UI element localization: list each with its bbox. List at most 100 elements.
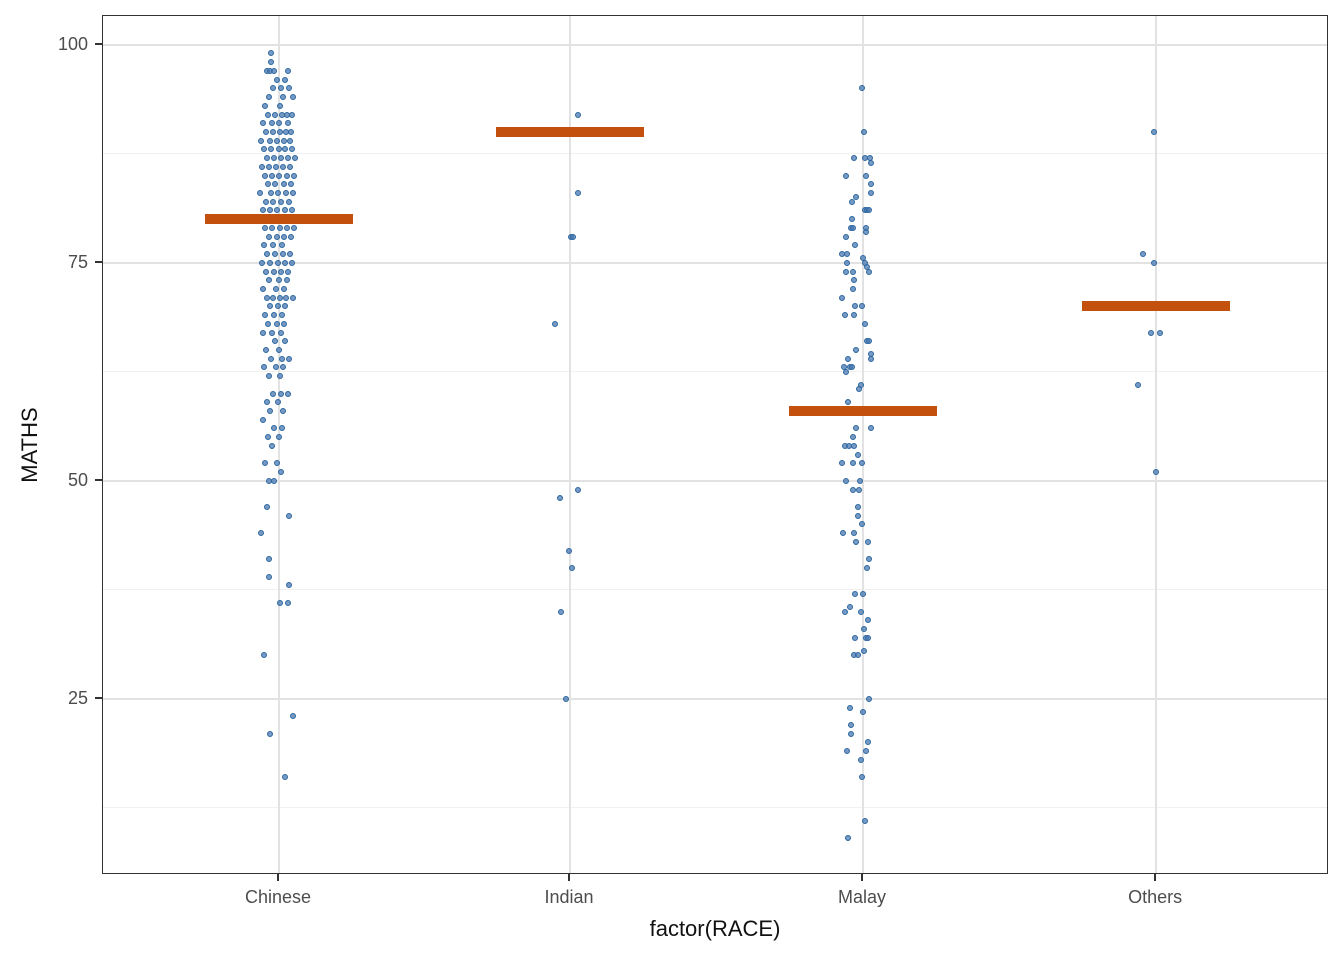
data-point bbox=[287, 137, 294, 144]
data-point bbox=[278, 469, 285, 476]
x-axis-title: factor(RACE) bbox=[649, 916, 781, 941]
data-point bbox=[281, 320, 288, 327]
data-point bbox=[260, 416, 267, 423]
data-point bbox=[849, 268, 856, 275]
data-point bbox=[268, 355, 275, 362]
data-point bbox=[285, 67, 292, 74]
data-point bbox=[842, 368, 849, 375]
data-point bbox=[839, 530, 846, 537]
data-point bbox=[865, 207, 872, 214]
x-grid-major bbox=[278, 16, 280, 873]
data-point bbox=[851, 634, 858, 641]
data-point bbox=[280, 364, 287, 371]
data-point bbox=[850, 530, 857, 537]
data-point bbox=[843, 748, 850, 755]
data-point bbox=[841, 312, 848, 319]
data-point bbox=[269, 120, 276, 127]
y-grid-minor bbox=[103, 153, 1327, 155]
data-point bbox=[858, 460, 865, 467]
data-point bbox=[266, 556, 273, 563]
y-grid-minor bbox=[103, 807, 1327, 809]
data-point bbox=[260, 329, 267, 336]
data-point bbox=[282, 207, 289, 214]
data-point bbox=[266, 373, 273, 380]
data-point bbox=[276, 146, 283, 153]
data-point bbox=[258, 530, 265, 537]
data-point bbox=[266, 233, 273, 240]
data-point bbox=[844, 835, 851, 842]
data-point bbox=[287, 163, 294, 170]
median-bar bbox=[1082, 301, 1231, 312]
data-point bbox=[282, 259, 289, 266]
data-point bbox=[266, 94, 273, 101]
data-point bbox=[867, 425, 874, 432]
data-point bbox=[260, 285, 267, 292]
data-point bbox=[280, 251, 287, 258]
x-tick-label: Others bbox=[1128, 887, 1183, 907]
data-point bbox=[843, 259, 850, 266]
data-point bbox=[288, 128, 295, 135]
data-point bbox=[274, 76, 281, 83]
y-grid-major bbox=[103, 698, 1327, 700]
data-point bbox=[262, 224, 269, 231]
data-point bbox=[270, 128, 277, 135]
data-point bbox=[270, 242, 277, 249]
data-point bbox=[264, 251, 271, 258]
data-point bbox=[267, 408, 274, 415]
data-point bbox=[271, 67, 278, 74]
y-tick-label: 100 bbox=[57, 33, 88, 54]
data-point bbox=[1148, 329, 1155, 336]
data-point bbox=[271, 268, 278, 275]
data-point bbox=[562, 695, 569, 702]
data-point bbox=[860, 626, 867, 633]
data-point bbox=[858, 774, 865, 781]
data-point bbox=[257, 190, 264, 197]
data-point bbox=[574, 486, 581, 493]
data-point bbox=[844, 355, 851, 362]
data-point bbox=[284, 224, 291, 231]
data-point bbox=[261, 652, 268, 659]
data-point bbox=[281, 233, 288, 240]
data-point bbox=[277, 224, 284, 231]
data-point bbox=[274, 320, 281, 327]
data-point bbox=[843, 251, 850, 258]
data-point bbox=[265, 111, 272, 118]
data-point bbox=[285, 155, 292, 162]
data-point bbox=[276, 172, 283, 179]
data-point bbox=[867, 181, 874, 188]
data-point bbox=[266, 573, 273, 580]
data-point bbox=[277, 102, 284, 109]
data-point bbox=[283, 294, 290, 301]
data-point bbox=[264, 155, 271, 162]
data-point bbox=[838, 460, 845, 467]
data-point bbox=[862, 172, 869, 179]
data-point bbox=[280, 408, 287, 415]
y-grid-minor bbox=[103, 589, 1327, 591]
data-point bbox=[284, 277, 291, 284]
x-tick-label: Malay bbox=[837, 887, 886, 907]
data-point bbox=[848, 198, 855, 205]
y-tick-mark bbox=[95, 479, 102, 481]
data-point bbox=[262, 172, 269, 179]
data-point bbox=[842, 172, 849, 179]
data-point bbox=[267, 730, 274, 737]
data-point bbox=[268, 50, 275, 57]
data-point bbox=[852, 194, 859, 201]
x-grid-major bbox=[569, 16, 571, 873]
data-point bbox=[850, 442, 857, 449]
data-point bbox=[278, 390, 285, 397]
data-point bbox=[269, 329, 276, 336]
data-point bbox=[863, 565, 870, 572]
data-point bbox=[850, 155, 857, 162]
data-point bbox=[278, 198, 285, 205]
data-point bbox=[1151, 128, 1158, 135]
data-point bbox=[864, 617, 871, 624]
data-point bbox=[854, 652, 861, 659]
data-point bbox=[565, 547, 572, 554]
data-point bbox=[289, 207, 296, 214]
data-point bbox=[279, 425, 286, 432]
data-point bbox=[277, 128, 284, 135]
data-point bbox=[291, 172, 298, 179]
data-point bbox=[271, 477, 278, 484]
data-point bbox=[272, 181, 279, 188]
